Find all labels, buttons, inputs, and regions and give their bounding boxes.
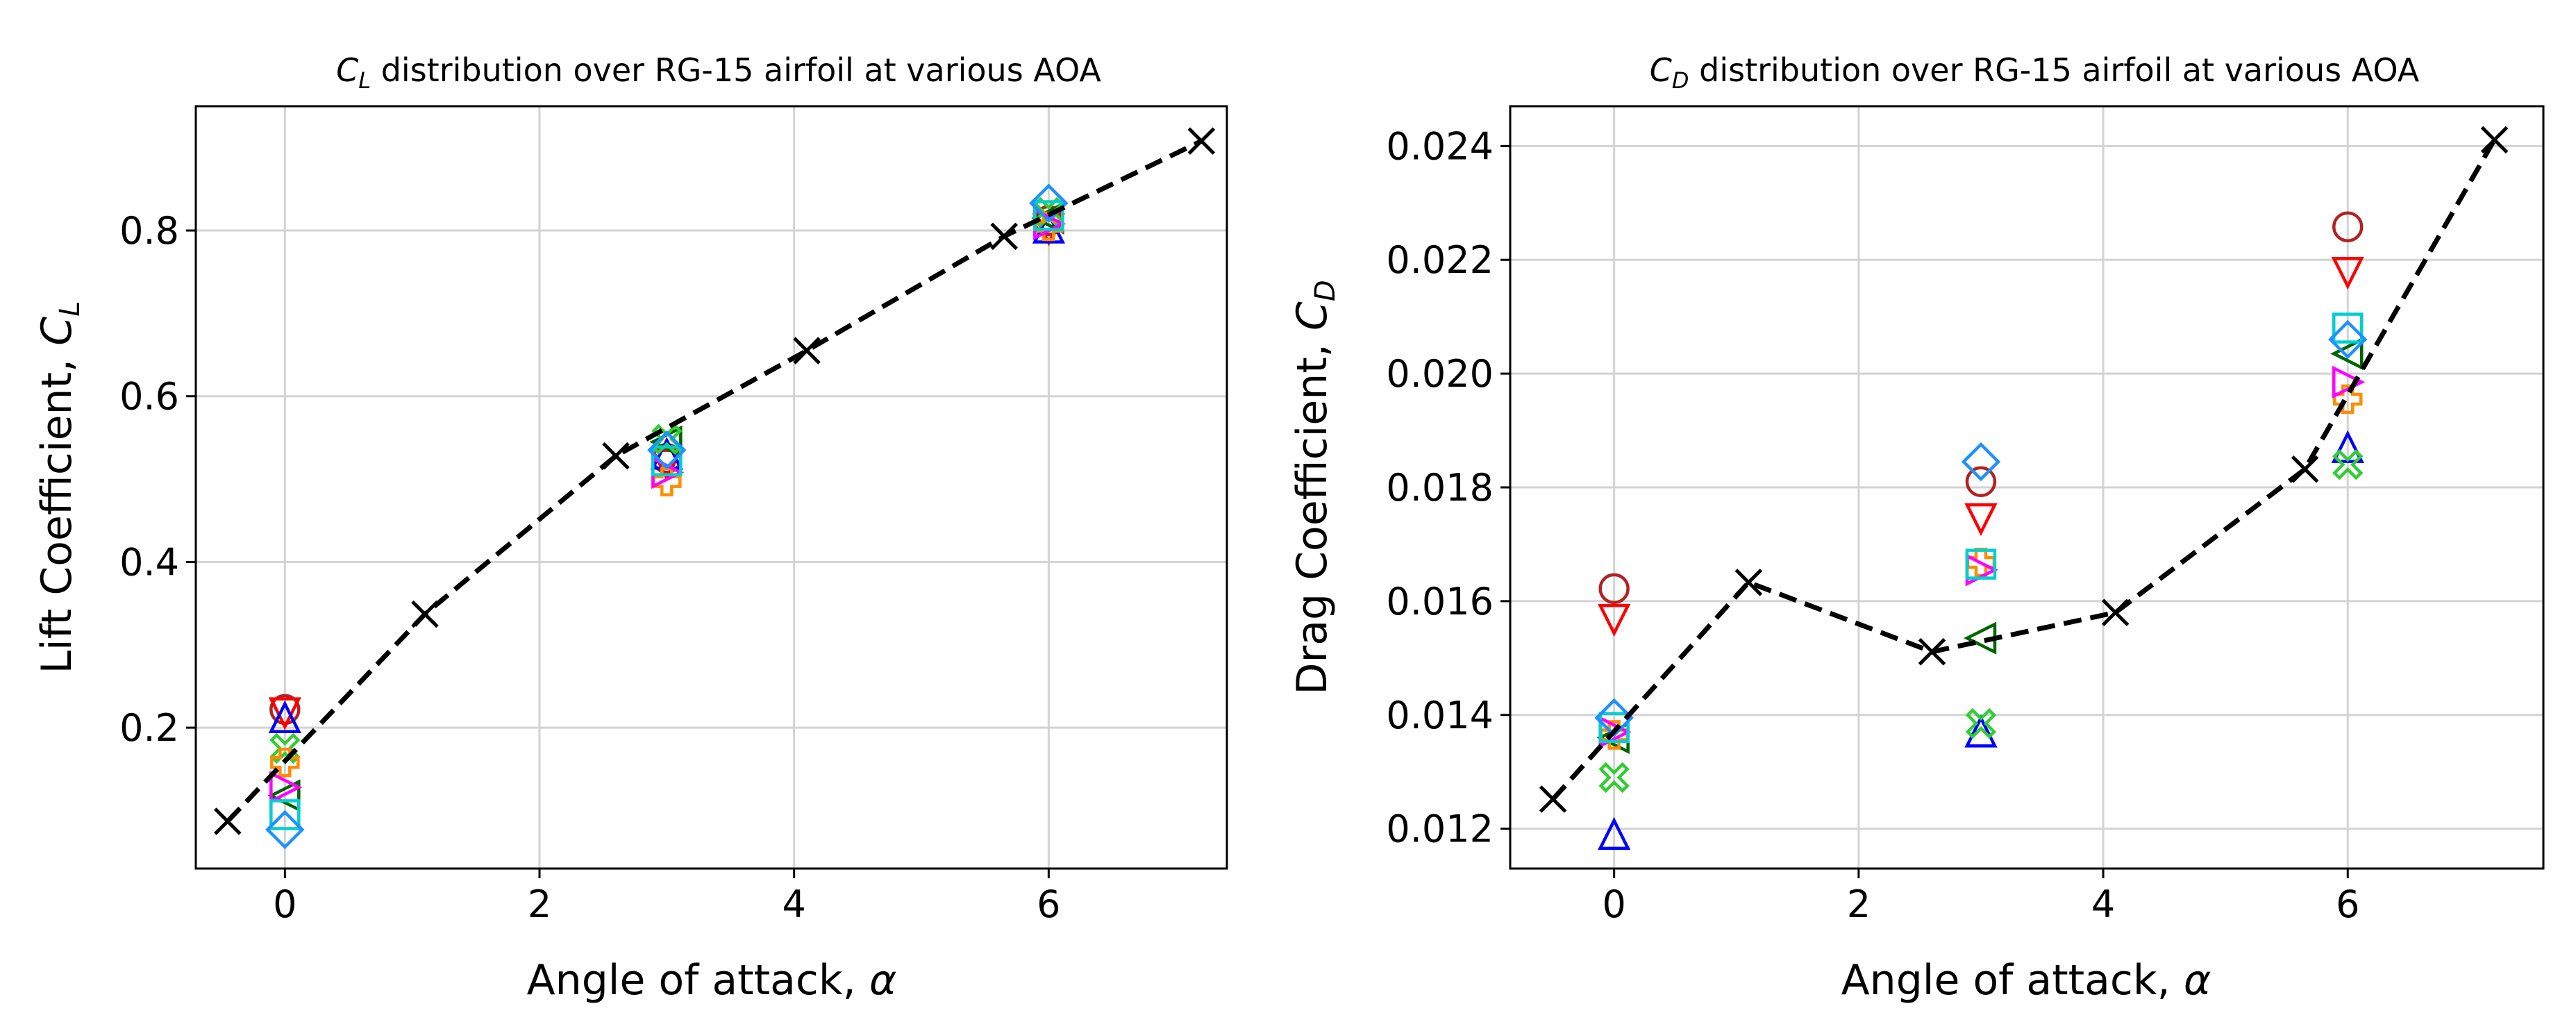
series-s2: [1598, 257, 2364, 637]
data-point: [269, 799, 301, 830]
data-point: [1965, 548, 1997, 580]
series-s1: [1598, 211, 2364, 605]
data-point: [651, 445, 683, 477]
y-tick-label: 0.012: [1386, 807, 1494, 851]
data-layer: [1539, 126, 2509, 850]
reference-line: [1551, 138, 2497, 801]
y-tick-label: 0.6: [119, 375, 179, 419]
series-s6: [270, 211, 1064, 778]
data-layer: [214, 127, 1216, 850]
series-s4: [267, 201, 1064, 812]
data-point: [2332, 211, 2364, 242]
data-point: [268, 697, 301, 730]
y-tick-label: 0.014: [1386, 694, 1494, 737]
y-tick-label: 0.4: [119, 540, 179, 584]
series-s8: [1598, 312, 2364, 744]
data-point: [268, 700, 301, 734]
series-s9: [1594, 319, 2368, 738]
x-tick-label: 6: [2336, 882, 2359, 926]
reference-markers: [214, 127, 1216, 835]
reference-point: [602, 442, 630, 470]
data-point: [265, 810, 305, 850]
reference-point: [1187, 127, 1216, 155]
y-tick-label: 0.024: [1386, 124, 1494, 168]
y-tick-label: 0.020: [1386, 352, 1494, 396]
data-point: [1598, 712, 1630, 744]
x-tick-label: 4: [2091, 882, 2115, 926]
data-point: [651, 424, 683, 455]
data-point: [1594, 698, 1634, 738]
data-point: [1964, 714, 1998, 748]
data-point: [1029, 183, 1069, 223]
reference-point: [2101, 598, 2130, 627]
data-point: [2328, 319, 2368, 360]
y-tick-label: 0.8: [119, 209, 179, 253]
series-s4: [1596, 337, 2364, 755]
data-point: [269, 732, 301, 764]
x-tick-label: 4: [782, 882, 805, 926]
data-point: [1033, 200, 1064, 231]
reference-point: [793, 337, 821, 364]
reference-point: [214, 807, 242, 835]
chart-title: CL distribution over RG-15 airfoil at va…: [336, 51, 1101, 94]
data-point: [2330, 337, 2364, 371]
y-tick-label: 0.022: [1386, 238, 1494, 282]
y-axis-label: Drag Coefficient, CD: [1288, 280, 1341, 694]
reference-point: [2480, 126, 2509, 154]
data-point: [2332, 312, 2364, 344]
y-tick-label: 0.018: [1386, 466, 1494, 510]
data-point: [1598, 816, 1631, 850]
x-tick-label: 0: [1603, 882, 1626, 926]
data-point: [1965, 466, 1997, 498]
data-point: [1965, 707, 1997, 739]
lift-coefficient-chart: CL distribution over RG-15 airfoil at va…: [33, 51, 1228, 1005]
data-point: [1961, 442, 2001, 482]
chart-title: CD distribution over RG-15 airfoil at va…: [1650, 51, 2420, 94]
data-point: [269, 771, 303, 804]
grid: [196, 106, 1227, 869]
data-point: [1598, 603, 1631, 637]
series-s7: [269, 207, 1067, 804]
reference-point: [1539, 785, 1567, 813]
x-ticks: 0 2 4 6: [273, 869, 1061, 926]
y-ticks: 0.012 0.014 0.016 0.018 0.020 0.022 0.024: [1386, 124, 1510, 851]
reference-point: [411, 600, 439, 628]
drag-coefficient-chart: CD distribution over RG-15 airfoil at va…: [1288, 51, 2545, 1005]
data-point: [1598, 573, 1630, 605]
data-point: [267, 779, 301, 812]
series-s9: [265, 183, 1069, 850]
series-s8: [269, 200, 1064, 830]
reference-markers: [1539, 126, 2509, 813]
reference-line: [226, 138, 1203, 823]
series-s5: [1598, 449, 2364, 794]
data-point: [1598, 762, 1630, 794]
x-tick-label: 2: [1847, 882, 1871, 926]
x-tick-label: 0: [273, 882, 296, 926]
plot-frame: [194, 105, 1228, 870]
x-ticks: 0 2 4 6: [1603, 869, 2359, 926]
reference-point: [1918, 638, 1946, 666]
x-axis-label: Angle of attack, α: [1841, 956, 2211, 1005]
data-point: [647, 430, 687, 470]
series-s7: [1598, 365, 2366, 748]
data-point: [2332, 365, 2366, 399]
x-tick-label: 2: [528, 882, 551, 926]
y-axis-label: Lift Coefficient, CL: [33, 301, 86, 674]
series-s6: [1599, 384, 2363, 750]
y-ticks: 0.2 0.4 0.6 0.8: [119, 209, 196, 750]
x-axis-label: Angle of attack, α: [527, 956, 897, 1005]
reference-point: [990, 222, 1018, 251]
y-tick-label: 0.016: [1386, 580, 1494, 623]
data-point: [2332, 449, 2364, 480]
grid: [1510, 106, 2543, 869]
reference-point: [2291, 455, 2319, 483]
data-point: [2331, 257, 2364, 290]
data-point: [1964, 503, 1998, 537]
x-tick-label: 6: [1037, 882, 1060, 926]
y-tick-label: 0.2: [119, 706, 179, 750]
reference-point: [1734, 569, 1763, 596]
